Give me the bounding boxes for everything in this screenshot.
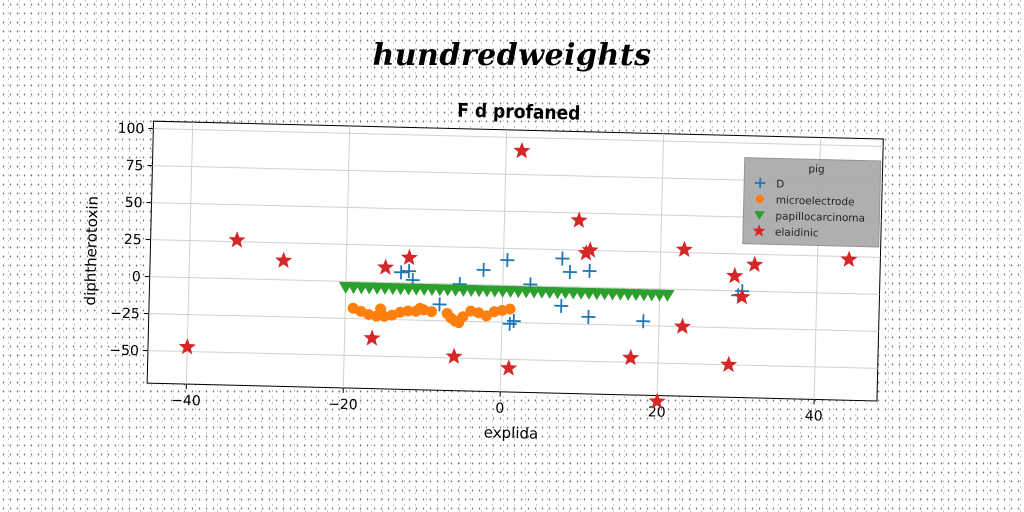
- data-point: [500, 253, 515, 268]
- legend-title: pig: [808, 163, 825, 175]
- y-tick-label: −25: [110, 306, 140, 323]
- data-point: [570, 211, 588, 228]
- x-axis-label: explida: [484, 423, 539, 442]
- y-tick-label: 25: [124, 232, 142, 248]
- y-tick-label: 50: [124, 195, 142, 211]
- y-gridline: [153, 128, 884, 147]
- x-gridline: [342, 125, 351, 388]
- legend-label: D: [776, 178, 784, 190]
- data-point: [402, 305, 414, 317]
- data-point: [622, 348, 640, 366]
- axis-ticks: −40 −20 0 20 40 −50 −25 0 25 50 75 100: [109, 121, 823, 425]
- data-point: [401, 264, 416, 279]
- x-tick-label: 20: [648, 404, 666, 420]
- data-marks: [178, 141, 858, 409]
- data-point: [733, 287, 751, 305]
- legend-label: elaidinic: [775, 226, 819, 239]
- series-2: [338, 281, 675, 302]
- data-point: [506, 313, 521, 329]
- y-gridline: [150, 239, 881, 258]
- data-point: [178, 338, 196, 355]
- data-point: [432, 297, 447, 312]
- y-tick-label: 100: [117, 121, 144, 138]
- x-gridline: [656, 133, 665, 396]
- series-0: [394, 251, 750, 331]
- data-point: [581, 309, 596, 324]
- data-point: [513, 141, 531, 159]
- data-point: [554, 298, 569, 313]
- data-point: [673, 317, 692, 335]
- data-point: [228, 231, 246, 248]
- data-point: [555, 251, 570, 266]
- chart-title: F d profaned: [457, 100, 581, 125]
- data-point: [394, 265, 409, 280]
- data-point: [275, 251, 293, 269]
- data-point: [581, 241, 599, 258]
- data-point: [457, 311, 469, 323]
- y-tick-label: −50: [109, 343, 139, 360]
- data-point: [363, 329, 381, 346]
- series-1: [347, 302, 516, 329]
- data-point: [500, 359, 518, 376]
- data-point: [504, 303, 516, 315]
- data-point: [840, 250, 858, 268]
- legend-label: papillocarcinoma: [775, 210, 865, 224]
- legend-marker: [754, 177, 766, 189]
- data-point: [376, 258, 395, 275]
- series-3: [178, 141, 858, 409]
- data-point: [720, 355, 738, 373]
- legend-box: [742, 157, 882, 248]
- data-point: [675, 240, 693, 258]
- legend-marker: [755, 194, 764, 204]
- x-tick-label: 40: [805, 408, 823, 424]
- legend-label: microelectrode: [776, 194, 855, 208]
- data-point: [562, 265, 577, 280]
- data-point: [445, 347, 463, 364]
- y-axis-label: diphtherotoxin: [81, 196, 102, 306]
- legend-marker: [754, 210, 765, 221]
- data-point: [476, 262, 491, 277]
- y-tick-label: 75: [125, 158, 143, 174]
- x-tick-label: −40: [171, 393, 201, 410]
- data-point: [660, 289, 675, 302]
- data-point: [648, 392, 666, 409]
- data-point: [577, 244, 595, 261]
- y-tick-label: 0: [132, 269, 141, 285]
- data-point: [636, 314, 651, 329]
- data-point: [582, 264, 597, 279]
- y-gridline: [147, 350, 878, 369]
- data-point: [426, 306, 438, 318]
- data-point: [746, 255, 764, 273]
- x-tick-label: −20: [328, 397, 358, 414]
- data-point: [400, 248, 418, 266]
- super-title: hundredweights: [372, 38, 652, 73]
- legend-marker: [752, 224, 766, 237]
- y-gridline: [149, 276, 880, 295]
- x-tick-label: 0: [495, 401, 504, 417]
- plot-area: [146, 120, 884, 402]
- data-point: [726, 267, 744, 284]
